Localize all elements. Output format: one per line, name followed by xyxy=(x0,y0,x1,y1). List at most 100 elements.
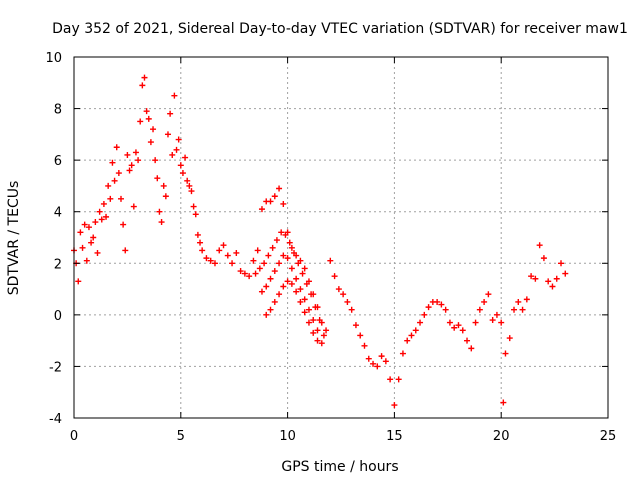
data-point xyxy=(536,242,543,249)
data-point xyxy=(117,195,124,202)
x-tick-label: 10 xyxy=(279,429,296,444)
data-point xyxy=(553,275,560,282)
data-point xyxy=(258,206,265,213)
data-point xyxy=(498,319,505,326)
data-point xyxy=(327,257,334,264)
data-point xyxy=(293,288,300,295)
data-point xyxy=(558,260,565,267)
data-point xyxy=(175,136,182,143)
x-tick-labels: 0 5 10 15 20 25 xyxy=(70,429,616,444)
data-point xyxy=(314,337,321,344)
y-tick-label: 10 xyxy=(45,51,62,66)
data-point xyxy=(263,283,270,290)
data-point xyxy=(267,306,274,313)
data-point xyxy=(500,399,507,406)
data-point xyxy=(434,298,441,305)
y-tick-label: -2 xyxy=(49,360,62,375)
data-point xyxy=(130,203,137,210)
data-point xyxy=(90,234,97,241)
data-point xyxy=(229,260,236,267)
data-point xyxy=(391,402,398,409)
data-point xyxy=(122,247,129,254)
data-point xyxy=(179,170,186,177)
data-point xyxy=(485,291,492,298)
chart-title: Day 352 of 2021, Sidereal Day-to-day VTE… xyxy=(52,21,628,37)
data-point xyxy=(254,247,261,254)
data-point xyxy=(81,221,88,228)
data-point xyxy=(267,275,274,282)
data-point xyxy=(451,324,458,331)
data-point xyxy=(211,260,218,267)
data-point xyxy=(489,317,496,324)
data-point xyxy=(83,257,90,264)
data-point xyxy=(109,159,116,166)
data-point xyxy=(528,273,535,280)
data-points xyxy=(71,74,569,409)
data-point xyxy=(276,291,283,298)
data-point xyxy=(549,283,556,290)
data-point xyxy=(378,353,385,360)
x-tick-label: 25 xyxy=(600,429,617,444)
data-point xyxy=(344,298,351,305)
data-point xyxy=(94,249,101,256)
data-point xyxy=(421,311,428,318)
data-point xyxy=(382,358,389,365)
data-point xyxy=(271,268,278,275)
y-tick-label: 6 xyxy=(54,154,62,169)
data-point xyxy=(250,257,257,264)
data-point xyxy=(308,291,315,298)
data-point xyxy=(100,200,107,207)
data-point xyxy=(297,298,304,305)
data-point xyxy=(357,332,364,339)
data-point xyxy=(224,252,231,259)
data-point xyxy=(481,298,488,305)
data-point xyxy=(340,291,347,298)
data-point xyxy=(150,126,157,133)
data-point xyxy=(348,306,355,313)
y-axis-label: SDTVAR / TECUs xyxy=(6,181,22,296)
data-point xyxy=(442,306,449,313)
data-point xyxy=(256,265,263,272)
data-point xyxy=(216,247,223,254)
y-tick-label: 8 xyxy=(54,103,62,118)
data-point xyxy=(511,306,518,313)
data-point xyxy=(182,154,189,161)
data-point xyxy=(464,337,471,344)
data-point xyxy=(545,278,552,285)
data-point xyxy=(184,177,191,184)
x-tick-label: 15 xyxy=(386,429,403,444)
data-point xyxy=(124,151,131,158)
data-point xyxy=(305,319,312,326)
data-point xyxy=(365,355,372,362)
data-point xyxy=(190,203,197,210)
data-point xyxy=(156,208,163,215)
data-point xyxy=(186,182,193,189)
data-point xyxy=(286,239,293,246)
y-tick-label: -4 xyxy=(49,412,62,427)
data-point xyxy=(331,273,338,280)
data-point xyxy=(276,185,283,192)
data-point xyxy=(258,288,265,295)
data-point xyxy=(103,213,110,220)
data-point xyxy=(323,327,330,334)
x-tick-label: 5 xyxy=(177,429,185,444)
data-point xyxy=(115,170,122,177)
axis-ticks xyxy=(73,56,609,419)
data-point xyxy=(171,92,178,99)
data-point xyxy=(141,74,148,81)
data-point xyxy=(335,286,342,293)
data-point xyxy=(75,278,82,285)
data-point xyxy=(446,319,453,326)
data-point xyxy=(284,255,291,262)
data-point xyxy=(273,237,280,244)
data-point xyxy=(387,376,394,383)
data-point xyxy=(126,167,133,174)
data-point xyxy=(132,149,139,156)
data-point xyxy=(167,110,174,117)
data-point xyxy=(154,175,161,182)
data-point xyxy=(476,306,483,313)
data-point xyxy=(288,265,295,272)
data-point xyxy=(220,242,227,249)
data-point xyxy=(96,208,103,215)
data-point xyxy=(297,286,304,293)
